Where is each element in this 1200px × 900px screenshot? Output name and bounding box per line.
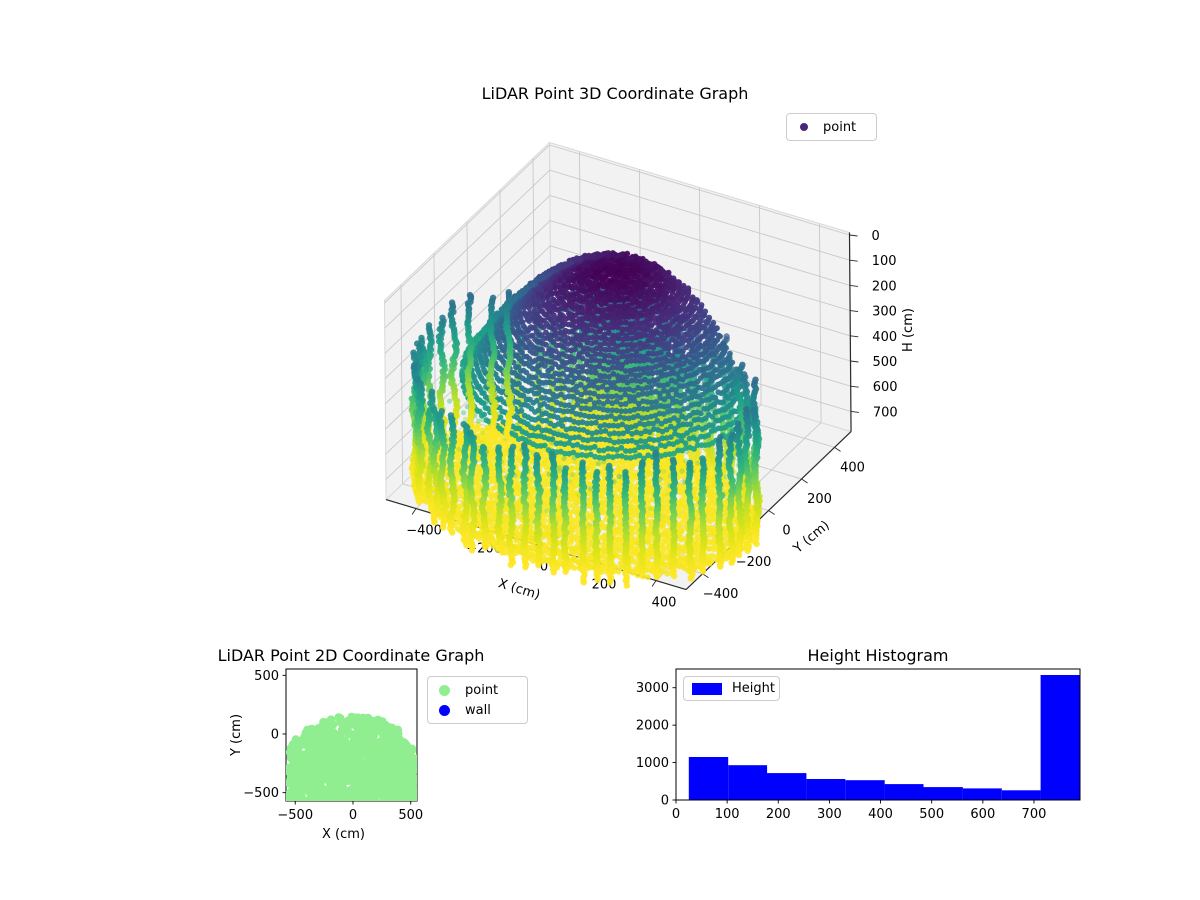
svg-text:400: 400	[652, 596, 677, 611]
legend-label: Height	[732, 681, 775, 696]
point-marker-icon	[439, 684, 450, 696]
svg-text:H (cm): H (cm)	[901, 308, 916, 352]
svg-text:200: 200	[807, 492, 832, 507]
legend-item-point: point	[428, 680, 527, 700]
height-swatch-icon	[692, 682, 722, 695]
legend-label: point	[823, 119, 857, 135]
plot3d-points-wall-front	[408, 289, 763, 589]
svg-text:700: 700	[873, 405, 898, 420]
svg-text:400: 400	[872, 330, 897, 345]
legend-label: point	[465, 682, 499, 698]
svg-text:0: 0	[872, 229, 880, 244]
point-marker-icon	[800, 123, 808, 131]
svg-text:500: 500	[873, 355, 898, 370]
plot2d-points	[286, 712, 417, 801]
svg-text:100: 100	[872, 254, 897, 269]
plot3d-title: LiDAR Point 3D Coordinate Graph	[481, 84, 749, 103]
svg-text:300: 300	[872, 305, 897, 320]
legend-item-point: point	[787, 114, 876, 140]
svg-text:−200: −200	[736, 555, 772, 570]
legend-label: wall	[465, 702, 491, 718]
svg-text:200: 200	[872, 279, 897, 294]
plot2d-title: LiDAR Point 2D Coordinate Graph	[217, 646, 485, 665]
wall-marker-icon	[439, 704, 450, 716]
svg-text:X (cm): X (cm)	[496, 576, 542, 603]
plot2d-legend: point wall	[427, 676, 528, 724]
histogram-legend: Height	[683, 676, 780, 701]
svg-text:400: 400	[840, 460, 865, 475]
legend-item-height: Height	[684, 677, 779, 700]
histogram-title: Height Histogram	[807, 646, 949, 665]
svg-text:−400: −400	[406, 524, 442, 539]
svg-text:0: 0	[782, 524, 790, 539]
plot3d-legend: point	[786, 113, 877, 141]
svg-text:600: 600	[873, 380, 898, 395]
svg-text:0: 0	[540, 560, 548, 575]
svg-text:Y (cm): Y (cm)	[790, 518, 833, 557]
svg-text:−400: −400	[703, 587, 739, 602]
legend-item-wall: wall	[428, 700, 527, 720]
histogram-bars	[688, 675, 1080, 800]
